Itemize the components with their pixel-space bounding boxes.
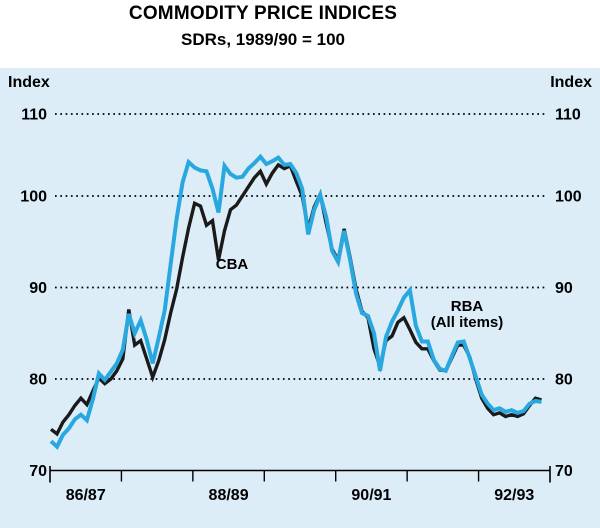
xtick-label-92-93: 92/93 [494, 487, 534, 504]
y-axis-unit-label-right: Index [550, 74, 592, 91]
y-axis-unit-label-left: Index [8, 74, 50, 91]
ytick-label-left-70: 70 [29, 463, 47, 480]
ytick-label-right-100: 100 [555, 189, 582, 206]
rba-series-label-line2: (All items) [430, 314, 504, 331]
rba-series-label: RBA (All items) [397, 299, 537, 331]
xtick-label-88-89: 88/89 [209, 487, 249, 504]
series-line-rba [49, 153, 542, 450]
xtick-label-86-87: 86/87 [66, 487, 106, 504]
ytick-label-right-90: 90 [555, 280, 573, 297]
xtick-label-90-91: 90/91 [351, 487, 391, 504]
cba-series-label: CBA [215, 256, 249, 273]
page-subtitle: SDRs, 1989/90 = 100 [181, 30, 345, 49]
ytick-label-right-110: 110 [555, 107, 581, 124]
ytick-label-left-110: 110 [21, 107, 47, 124]
plot-panel [0, 68, 600, 528]
ytick-label-right-70: 70 [555, 463, 573, 480]
ytick-label-left-90: 90 [29, 280, 47, 297]
ytick-label-right-80: 80 [555, 372, 573, 389]
rba-series-label-line1: RBA [450, 298, 484, 315]
ytick-label-left-100: 100 [20, 189, 47, 206]
ytick-label-left-80: 80 [29, 372, 47, 389]
page-title: COMMODITY PRICE INDICES [128, 3, 398, 24]
